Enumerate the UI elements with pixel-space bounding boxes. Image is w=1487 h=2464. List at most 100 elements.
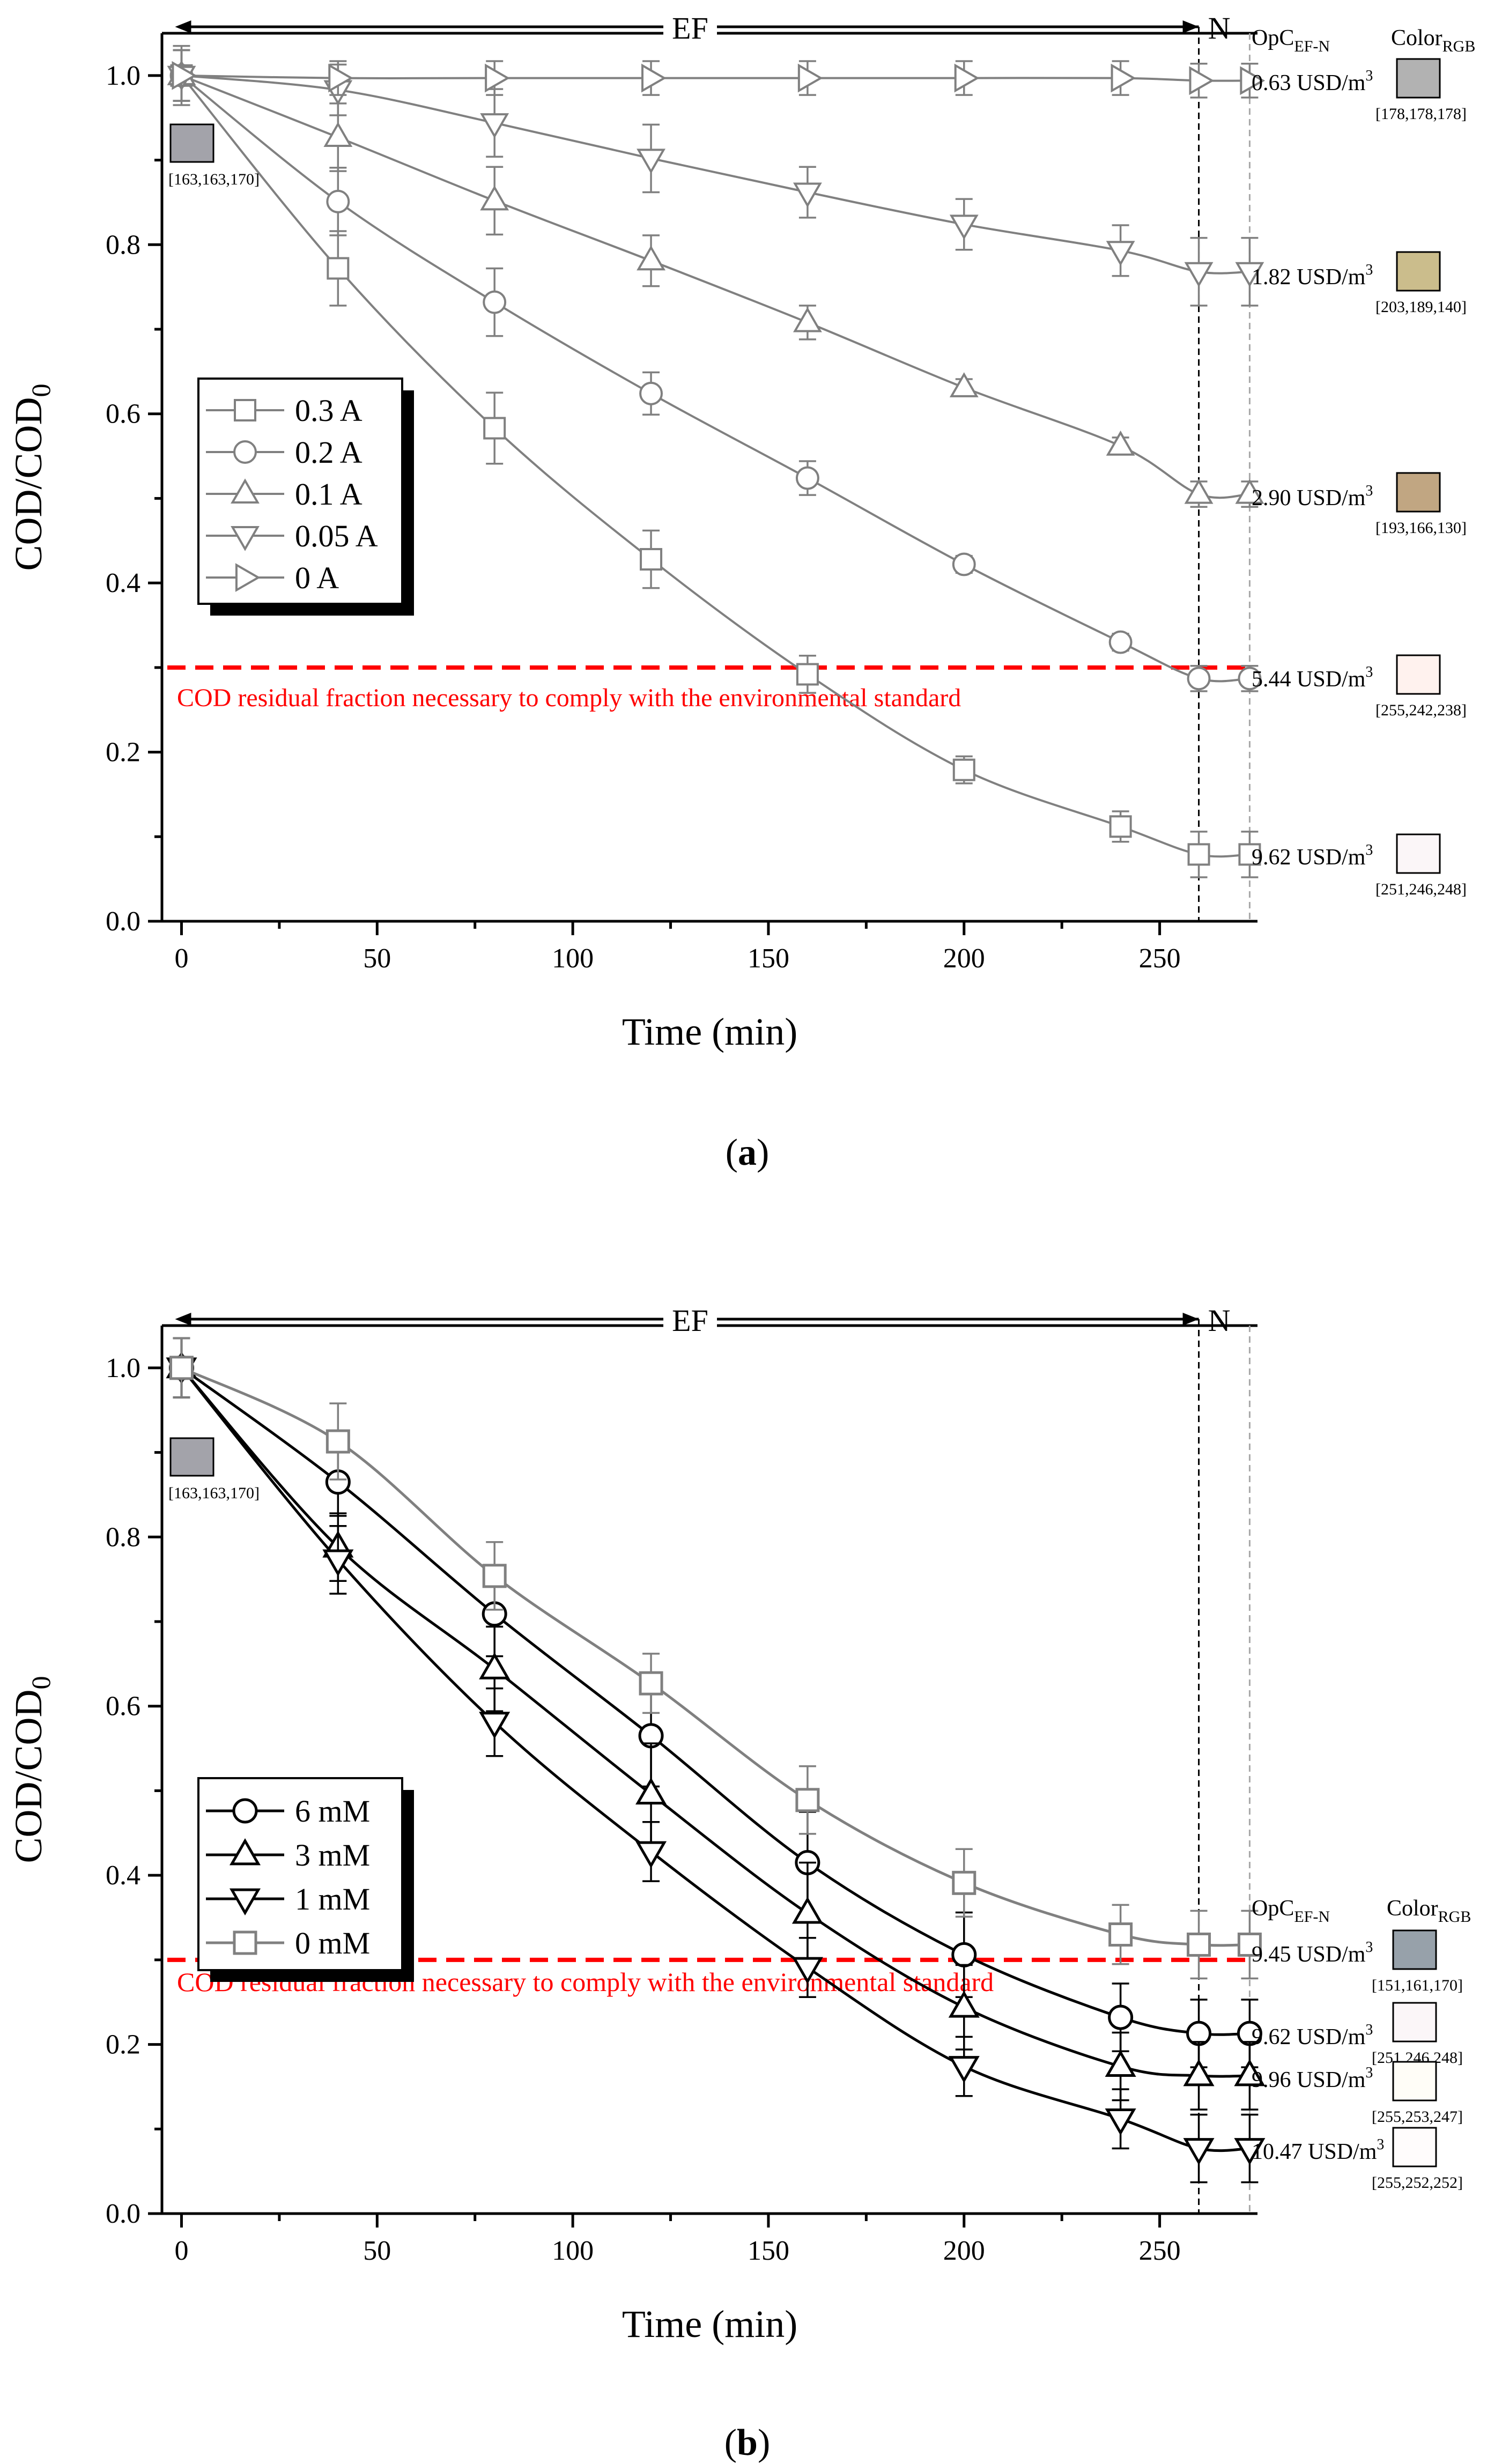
ef-label-bg (663, 11, 717, 43)
data-point (637, 245, 665, 271)
cost-value-sup: 3 (1365, 842, 1373, 859)
legend-label: 6 mM (295, 1794, 370, 1829)
legend-marker (229, 1838, 261, 1866)
cost-value-main: 9.62 USD/m (1252, 845, 1366, 870)
data-point (1109, 815, 1132, 838)
x-tick-label: 100 (552, 2236, 594, 2266)
cost-value-sup: 3 (1365, 664, 1373, 680)
initial-color-label: [163,163,170] (168, 171, 260, 188)
x-tick-label: 50 (363, 943, 391, 974)
y-tick-label: 0.0 (106, 2199, 140, 2229)
data-point (637, 149, 665, 174)
data-point (1187, 1932, 1211, 1957)
data-point (1235, 262, 1264, 287)
legend-label: 0.1 A (295, 477, 362, 512)
opc-header-main: OpC (1252, 1896, 1294, 1921)
x-tick-label: 50 (363, 2236, 391, 2266)
data-point (1111, 63, 1136, 93)
y-tick-label: 0.6 (106, 399, 140, 430)
data-point (948, 1991, 980, 2018)
data-point (1187, 667, 1211, 691)
cost-value: 9.96 USD/m3 (1252, 2065, 1373, 2092)
data-point (1106, 430, 1135, 456)
data-point (793, 307, 822, 332)
ef-arrow-head-right (1182, 1313, 1199, 1326)
opc-header: OpCEF-N (1252, 26, 1330, 55)
data-point (1106, 241, 1135, 267)
data-point (639, 381, 663, 405)
color-header-main: Color (1391, 26, 1442, 50)
data-point (1105, 2049, 1136, 2077)
ef-arrow-head-left (175, 1313, 191, 1326)
ef-arrow-head-right (1182, 20, 1199, 33)
data-point (1183, 2059, 1215, 2086)
data-point (1184, 478, 1214, 504)
y-tick-label: 0.8 (106, 1522, 140, 1552)
data-point (1238, 667, 1262, 691)
data-point (480, 113, 509, 138)
x-tick-label: 0 (174, 2236, 188, 2266)
cost-value-sup: 3 (1365, 483, 1373, 499)
panel-paren-close: ) (758, 2422, 770, 2463)
legend-marker (234, 399, 256, 421)
opc-header-sub: EF-N (1294, 1908, 1330, 1926)
color-header: ColorRGB (1387, 1896, 1471, 1926)
cost-value: 2.90 USD/m3 (1252, 483, 1373, 510)
data-point (1234, 2138, 1266, 2165)
data-point (1108, 2004, 1134, 2030)
legend-marker (231, 478, 260, 504)
cost-color-swatch (1396, 654, 1441, 695)
data-point (635, 1841, 667, 1868)
legend-marker (233, 440, 257, 464)
series-0-a (172, 49, 1266, 102)
data-point (1187, 843, 1210, 866)
initial-color-swatch (169, 123, 214, 163)
x-tick-label: 250 (1139, 2236, 1181, 2266)
data-point (1184, 262, 1214, 287)
cost-color-label: [251,246,248] (1375, 880, 1467, 898)
legend: 6 mM 3 mM 1 mM 0 mM (197, 1777, 414, 1982)
cost-value: 9.45 USD/m3 (1252, 1939, 1373, 1967)
data-point (326, 189, 350, 213)
opc-header: OpCEF-N (1252, 1896, 1330, 1926)
data-point (1234, 2059, 1266, 2086)
color-header: ColorRGB (1391, 26, 1475, 55)
data-point (479, 1652, 511, 1679)
x-tick-label: 150 (748, 943, 789, 974)
cost-value: 0.63 USD/m3 (1252, 68, 1373, 95)
cost-color-swatch (1392, 2127, 1437, 2167)
y-axis-title-sub: 0 (26, 383, 56, 397)
legend-label: 0 mM (295, 1926, 370, 1960)
legend-label: 3 mM (295, 1838, 370, 1873)
data-point (952, 758, 975, 781)
opc-header-main: OpC (1252, 26, 1294, 50)
cost-color-swatch (1392, 2002, 1437, 2043)
data-point (1240, 66, 1266, 95)
cost-value-sup: 3 (1365, 68, 1373, 84)
series-line (181, 74, 1250, 499)
cost-value-main: 9.96 USD/m (1252, 2068, 1366, 2092)
cost-value-main: 0.63 USD/m (1252, 71, 1366, 95)
data-point (172, 61, 197, 90)
legend-label: 1 mM (295, 1882, 370, 1917)
data-point (323, 122, 353, 147)
data-point (954, 63, 980, 93)
initial-color-label: [163,163,170] (168, 1484, 260, 1502)
cost-value-main: 9.45 USD/m (1252, 1942, 1366, 1967)
series-0-05-a (167, 49, 1264, 307)
cost-color-label: [255,252,252] (1372, 2174, 1463, 2192)
data-point (795, 1788, 820, 1812)
data-point (480, 185, 509, 211)
series-0-2-a (169, 49, 1262, 692)
n-label: N (1208, 11, 1231, 46)
panel-label: (b) (724, 2422, 771, 2463)
ef-label: EF (672, 1303, 708, 1338)
legend-label: 0.2 A (295, 435, 362, 470)
panel-paren-open: ( (724, 2422, 737, 2463)
cost-color-label: [178,178,178] (1375, 105, 1467, 123)
cost-color-label: [255,242,238] (1375, 701, 1467, 719)
series-0-3-a (170, 45, 1261, 878)
series-6-mm (168, 1337, 1262, 2068)
panel-paren-open: ( (726, 1132, 738, 1173)
data-point (797, 63, 823, 93)
